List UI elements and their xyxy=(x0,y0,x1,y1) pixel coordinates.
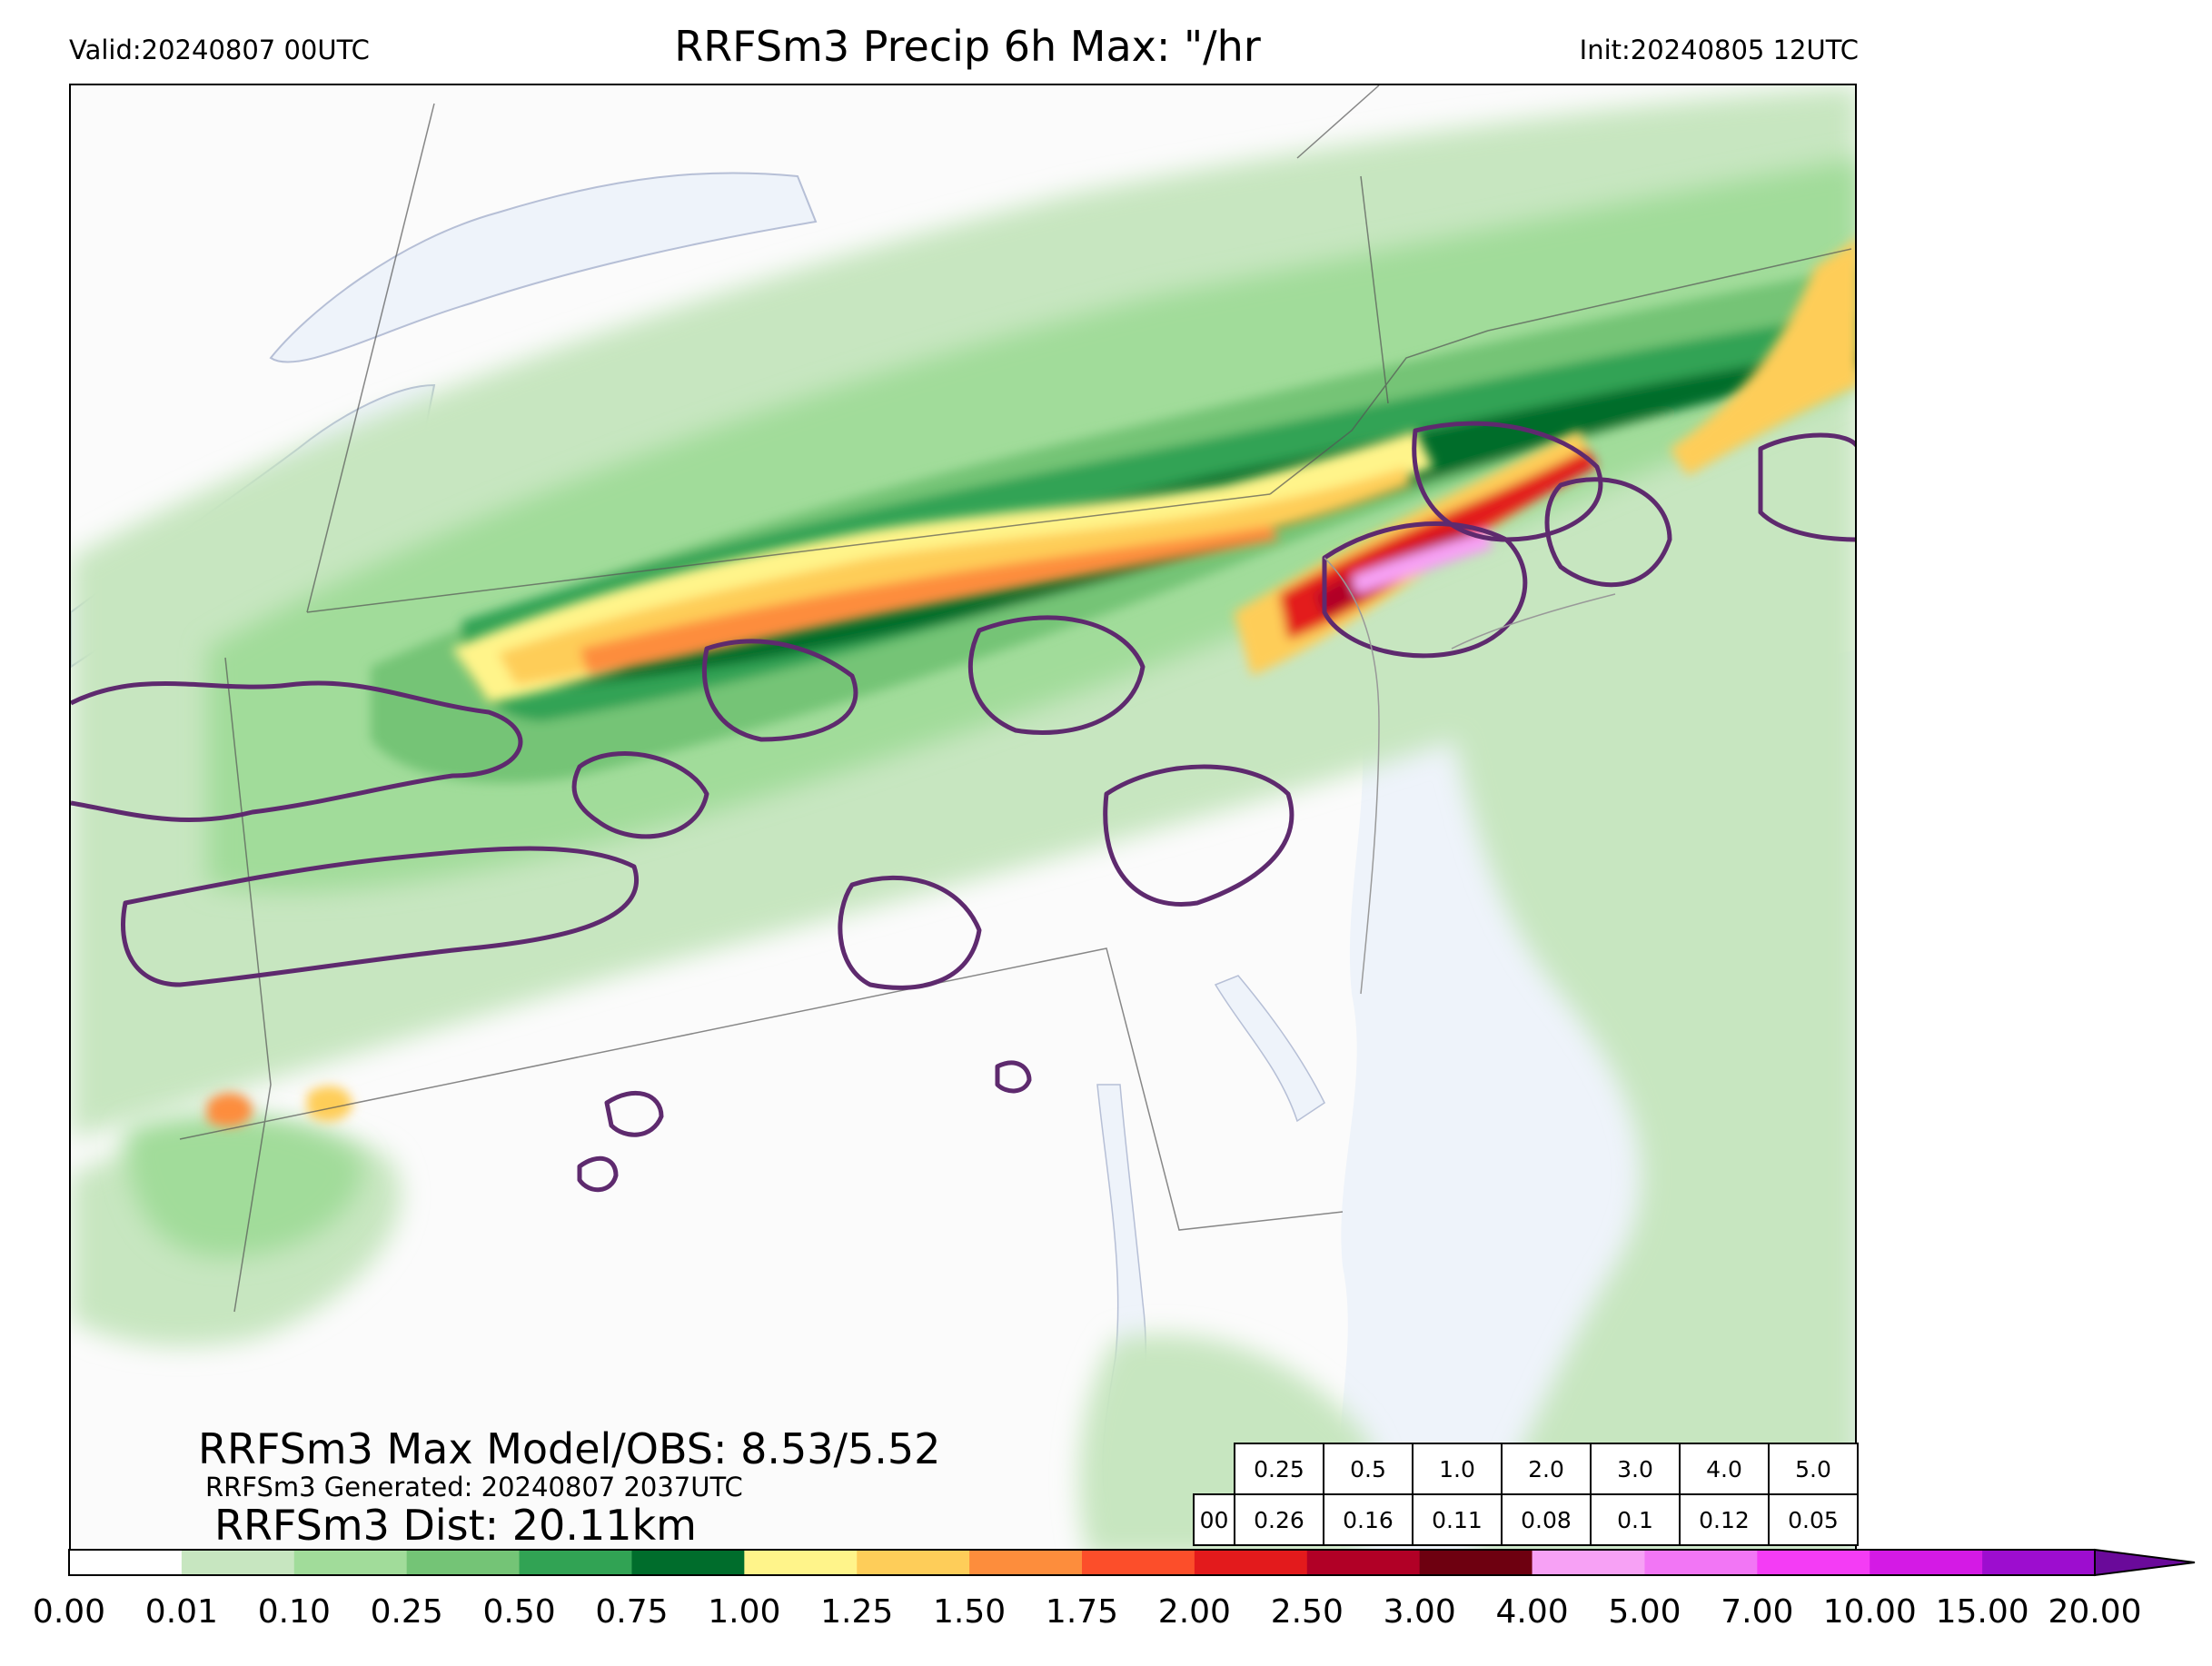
valid-time: Valid:20240807 00UTC xyxy=(69,35,370,65)
colorbar-tick-label: 7.00 xyxy=(1721,1593,1794,1631)
colorbar-segment xyxy=(406,1550,521,1575)
coastlines xyxy=(1324,557,1616,995)
colorbar-tick-label: 15.00 xyxy=(1935,1593,2029,1631)
colorbar-extend-arrow xyxy=(2094,1548,2196,1577)
colorbar-tick-label: 1.75 xyxy=(1045,1593,1119,1631)
colorbar-segment xyxy=(1757,1550,1870,1575)
colorbar-tick-label: 0.75 xyxy=(595,1593,669,1631)
colorbar-tick-label: 0.10 xyxy=(257,1593,331,1631)
colorbar-segment xyxy=(857,1550,970,1575)
delaware-bay xyxy=(1214,975,1325,1123)
obs-contours xyxy=(71,421,1855,1193)
colorbar-tick-label: 0.01 xyxy=(144,1593,218,1631)
colorbar-segment xyxy=(1306,1550,1421,1575)
colorbar-segment xyxy=(1194,1550,1308,1575)
colorbar-segment xyxy=(519,1550,632,1575)
colorbar-tick-label: 20.00 xyxy=(2048,1593,2142,1631)
colorbar-tick-label: 2.00 xyxy=(1157,1593,1231,1631)
distance-label: RRFSm3 Dist: 20.11km xyxy=(214,1501,697,1550)
colorbar-tick-label: 1.25 xyxy=(820,1593,894,1631)
state-borders xyxy=(179,85,1852,1313)
colorbar-segment xyxy=(69,1550,183,1575)
colorbar-tick-label: 1.50 xyxy=(933,1593,1007,1631)
colorbar-tick-label: 1.00 xyxy=(708,1593,781,1631)
score-cell: 0.08 xyxy=(1501,1493,1592,1546)
colorbar-tick-label: 0.50 xyxy=(482,1593,556,1631)
colorbar-segment xyxy=(631,1550,745,1575)
map-title: RRFSm3 Precip 6h Max: "/hr xyxy=(674,22,1261,71)
colorbar-tick-label: 0.25 xyxy=(370,1593,443,1631)
score-cell: 0.11 xyxy=(1412,1493,1503,1546)
threshold-cell: 0.25 xyxy=(1234,1443,1324,1495)
colorbar-segment xyxy=(969,1550,1083,1575)
threshold-row: 0.25 0.5 1.0 2.0 3.0 4.0 5.0 xyxy=(1194,1443,1859,1495)
precip-map xyxy=(69,84,1857,1555)
colorbar-segment xyxy=(293,1550,408,1575)
score-row: 00 0.26 0.16 0.11 0.08 0.1 0.12 0.05 xyxy=(1193,1493,1859,1546)
colorbar-outline xyxy=(68,1549,2096,1576)
score-cell: 0.1 xyxy=(1590,1493,1681,1546)
colorbar-tick-label: 10.00 xyxy=(1822,1593,1917,1631)
score-cell: 0.16 xyxy=(1323,1493,1413,1546)
table-corner xyxy=(1194,1443,1235,1494)
score-cell: 0.26 xyxy=(1234,1493,1324,1546)
colorbar xyxy=(68,1548,2196,1577)
colorbar-segment xyxy=(1982,1550,2096,1575)
threshold-cell: 5.0 xyxy=(1768,1443,1859,1495)
colorbar-tick-label: 2.50 xyxy=(1270,1593,1344,1631)
init-time: Init:20240805 12UTC xyxy=(1579,35,1859,65)
threshold-score-table: 0.25 0.5 1.0 2.0 3.0 4.0 5.0 00 0.26 0.1… xyxy=(1193,1443,1859,1546)
colorbar-segment xyxy=(1532,1550,1645,1575)
colorbar-segment xyxy=(1419,1550,1533,1575)
intense-precip-band xyxy=(207,238,1855,1127)
colorbar-segment xyxy=(1644,1550,1758,1575)
threshold-cell: 1.0 xyxy=(1412,1443,1503,1495)
colorbar-tick-label: 4.00 xyxy=(1495,1593,1569,1631)
row-label: 00 xyxy=(1193,1493,1235,1546)
max-model-obs-label: RRFSm3 Max Model/OBS: 8.53/5.52 xyxy=(198,1424,941,1473)
colorbar-segment xyxy=(1870,1550,1983,1575)
threshold-cell: 4.0 xyxy=(1679,1443,1770,1495)
colorbar-tick-label: 3.00 xyxy=(1383,1593,1456,1631)
score-cell: 0.05 xyxy=(1768,1493,1859,1546)
threshold-cell: 0.5 xyxy=(1323,1443,1413,1495)
colorbar-segment xyxy=(1082,1550,1195,1575)
score-cell: 0.12 xyxy=(1679,1493,1770,1546)
colorbar-segment xyxy=(181,1550,295,1575)
threshold-cell: 3.0 xyxy=(1590,1443,1681,1495)
colorbar-tick-label: 0.00 xyxy=(32,1593,106,1631)
lake-ontario xyxy=(269,172,818,363)
generated-time-label: RRFSm3 Generated: 20240807 2037UTC xyxy=(205,1472,743,1502)
colorbar-tick-label: 5.00 xyxy=(1608,1593,1681,1631)
threshold-cell: 2.0 xyxy=(1501,1443,1592,1495)
colorbar-segment xyxy=(744,1550,858,1575)
map-canvas xyxy=(71,85,1855,1553)
